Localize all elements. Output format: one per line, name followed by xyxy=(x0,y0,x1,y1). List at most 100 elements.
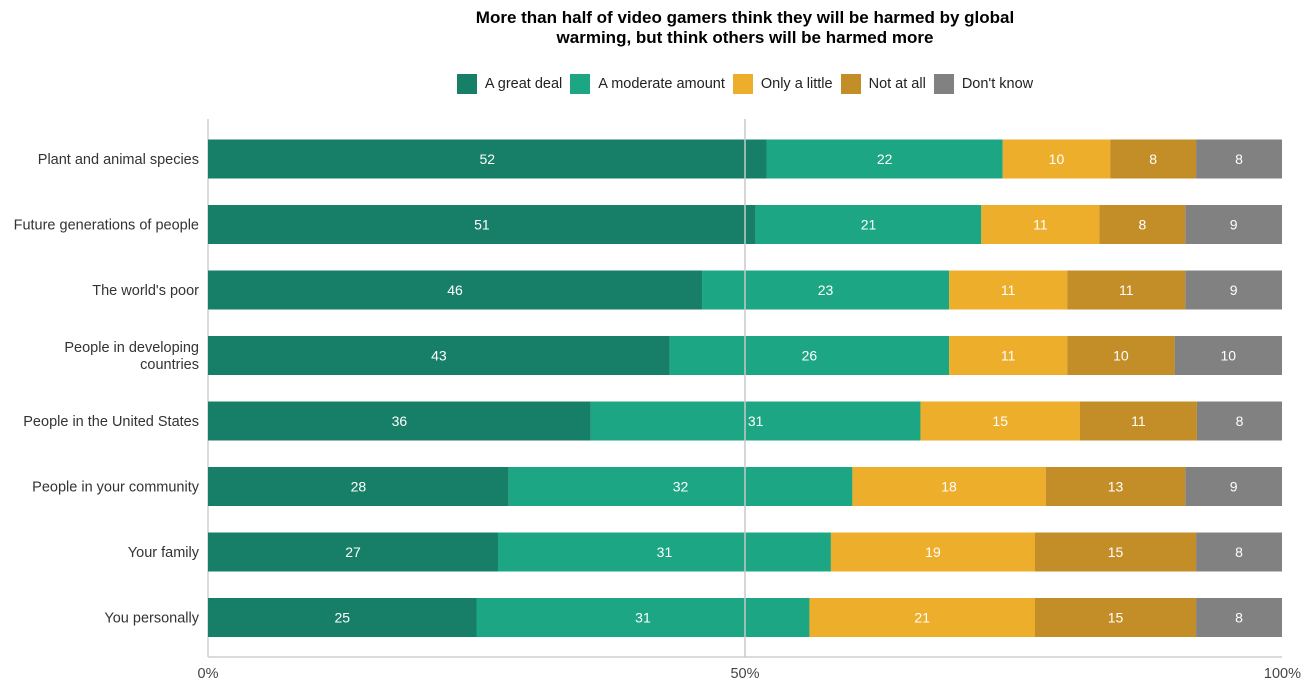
data-label: 8 xyxy=(1235,151,1243,167)
bar-segment xyxy=(1034,532,1197,572)
bar-segment xyxy=(1185,467,1282,506)
bar-segment xyxy=(1196,401,1282,441)
legend-swatch xyxy=(456,74,477,94)
data-label: 8 xyxy=(1236,413,1244,429)
data-label: 28 xyxy=(351,479,367,495)
data-label: 11 xyxy=(1119,282,1134,298)
legend-item-a-great-deal: A great deal xyxy=(456,74,563,94)
bar-segment xyxy=(208,401,591,441)
bar-segment xyxy=(1099,205,1186,244)
data-label: 25 xyxy=(334,610,350,626)
legend-item-only-a-little: Only a little xyxy=(732,74,833,94)
category-label: You personally xyxy=(104,611,199,627)
data-label: 51 xyxy=(474,217,490,233)
data-label: 36 xyxy=(392,413,408,429)
data-label: 11 xyxy=(1033,217,1048,233)
bar-segment xyxy=(669,336,950,375)
data-label: 11 xyxy=(1001,282,1016,298)
data-label: 21 xyxy=(861,217,877,233)
data-label: 15 xyxy=(1108,610,1124,626)
category-label: People in developing xyxy=(64,340,199,356)
category-label: countries xyxy=(140,357,199,373)
x-tick-label: 0% xyxy=(198,666,219,682)
bar-segment xyxy=(852,467,1046,506)
bar-segment xyxy=(1079,401,1197,441)
legend-swatch xyxy=(933,74,954,94)
data-label: 10 xyxy=(1221,348,1237,364)
data-label: 31 xyxy=(748,413,764,429)
bar-segment xyxy=(1034,598,1197,637)
bar-segment xyxy=(1067,336,1175,375)
data-label: 8 xyxy=(1235,544,1243,560)
bar-segment xyxy=(1196,532,1282,572)
bar-segment xyxy=(208,336,670,375)
bar-segment xyxy=(1110,139,1197,179)
data-label: 9 xyxy=(1230,479,1238,495)
category-label: People in the United States xyxy=(23,414,199,430)
category-label: Future generations of people xyxy=(14,218,199,234)
legend-item-not-at-all: Not at all xyxy=(840,74,926,94)
legend-swatch xyxy=(732,74,753,94)
bar-segment xyxy=(208,532,498,572)
category-label: Your family xyxy=(128,545,200,561)
bar-segment xyxy=(476,598,810,637)
chart-title-line-2: warming, but think others will be harmed… xyxy=(556,28,934,47)
chart-legend: A great deal A moderate amount Only a li… xyxy=(0,74,1307,94)
bar-segment xyxy=(1045,467,1186,506)
bar-segment xyxy=(949,270,1068,310)
category-label: The world's poor xyxy=(92,283,199,299)
data-label: 46 xyxy=(447,282,463,298)
data-label: 10 xyxy=(1113,348,1129,364)
data-label: 8 xyxy=(1138,217,1146,233)
legend-label: A great deal xyxy=(484,76,563,92)
bar-segment xyxy=(830,532,1035,572)
data-label: 31 xyxy=(635,610,651,626)
bar-segment xyxy=(755,205,982,244)
chart-title: More than half of video gamers think the… xyxy=(0,8,1307,48)
legend-swatch xyxy=(840,74,861,94)
data-label: 8 xyxy=(1235,610,1243,626)
data-label: 11 xyxy=(1131,413,1146,429)
data-label: 26 xyxy=(802,348,818,364)
data-label: 52 xyxy=(479,151,495,167)
x-tick-label: 50% xyxy=(730,666,759,682)
data-label: 11 xyxy=(1001,348,1016,364)
data-label: 21 xyxy=(914,610,930,626)
bar-segment xyxy=(1196,598,1282,637)
bar-segment xyxy=(208,139,767,179)
data-label: 10 xyxy=(1049,151,1065,167)
data-label: 32 xyxy=(673,479,689,495)
chart-title-line-1: More than half of video gamers think the… xyxy=(475,8,1015,27)
bar-segment xyxy=(949,336,1068,375)
data-label: 13 xyxy=(1108,479,1124,495)
data-label: 22 xyxy=(877,151,893,167)
bar-segment xyxy=(208,467,509,506)
legend-label: Don't know xyxy=(961,76,1034,92)
data-label: 9 xyxy=(1230,282,1238,298)
data-label: 8 xyxy=(1149,151,1157,167)
data-label: 27 xyxy=(345,544,361,560)
bar-segment xyxy=(208,598,477,637)
data-label: 9 xyxy=(1230,217,1238,233)
category-label: People in your community xyxy=(32,480,200,496)
legend-item-a-moderate-amount: A moderate amount xyxy=(570,74,725,94)
category-label: Plant and animal species xyxy=(38,152,199,168)
bar-segment xyxy=(497,532,831,572)
bar-segment xyxy=(1185,205,1282,244)
bar-segment xyxy=(766,139,1003,179)
bar-segment xyxy=(590,401,921,441)
legend-item-dont-know: Don't know xyxy=(933,74,1034,94)
bar-segment xyxy=(1174,336,1282,375)
bar-segment xyxy=(1067,270,1186,310)
bar-segment xyxy=(702,270,950,310)
legend-swatch xyxy=(570,74,591,94)
x-tick-label: 100% xyxy=(1264,666,1301,682)
bar-segment xyxy=(1185,270,1282,310)
data-label: 23 xyxy=(818,282,834,298)
legend-label: A moderate amount xyxy=(598,76,725,92)
data-label: 15 xyxy=(992,413,1008,429)
bar-segment xyxy=(1002,139,1111,179)
data-label: 19 xyxy=(925,544,941,560)
bar-segment xyxy=(508,467,853,506)
